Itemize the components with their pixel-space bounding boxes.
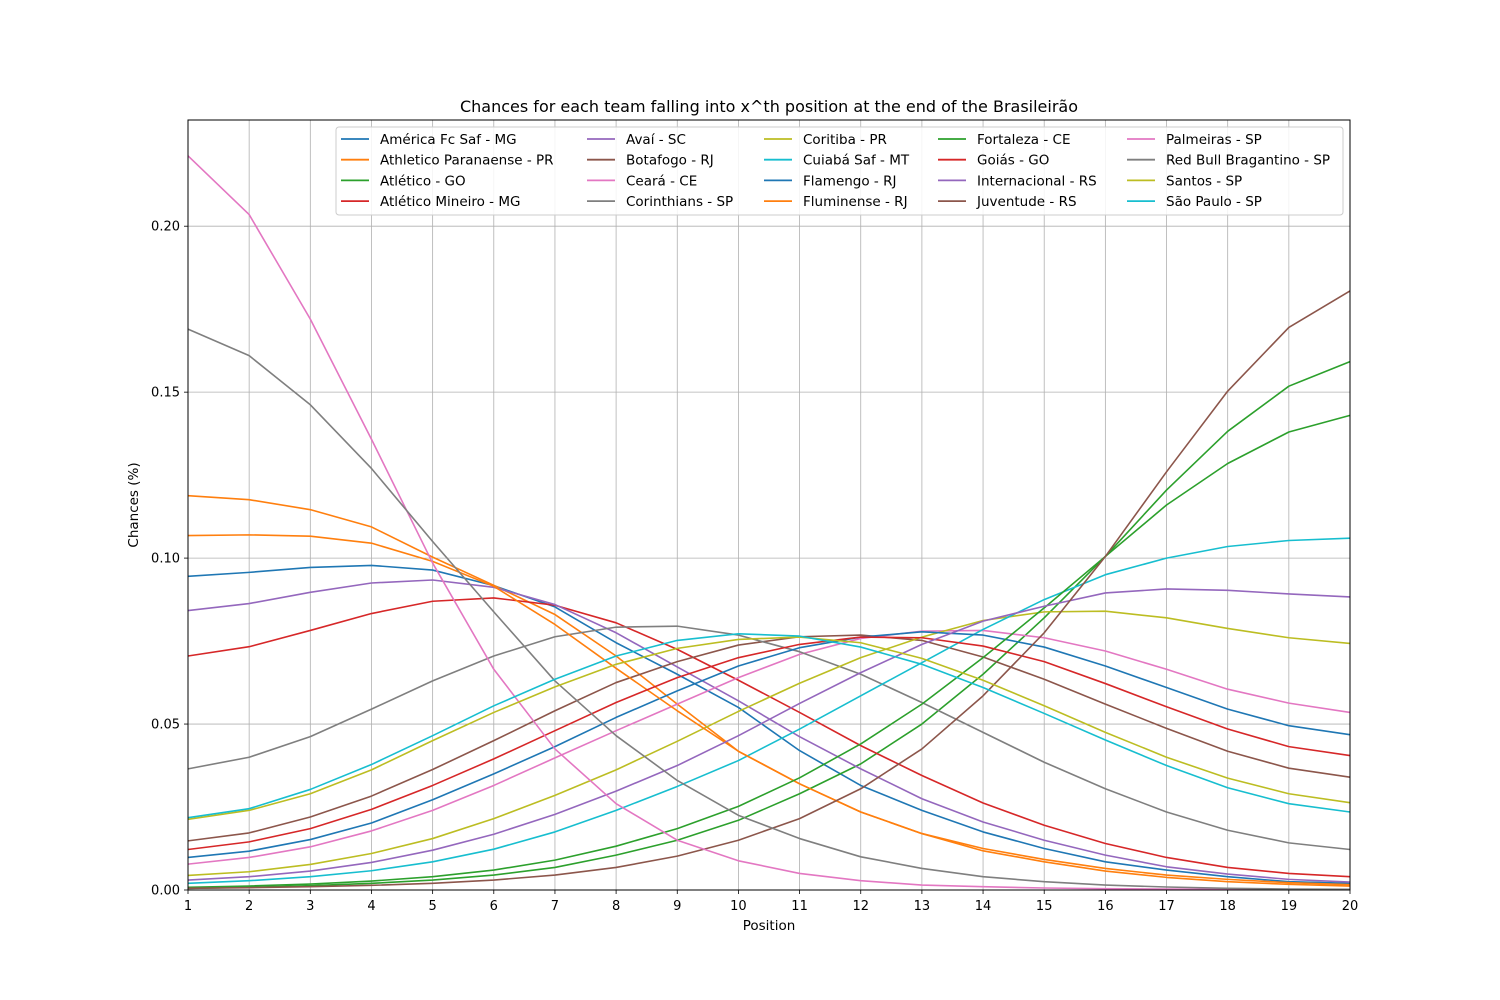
- series-line-10: [187, 537, 1351, 885]
- x-tick-label: 19: [1281, 899, 1298, 914]
- series-line-15: [187, 588, 1351, 881]
- legend-label: Corinthians - SP: [626, 194, 733, 210]
- legend-label: Atlético Mineiro - MG: [380, 194, 520, 210]
- x-tick-label: 4: [367, 899, 375, 914]
- series-line-1: [187, 564, 1351, 885]
- x-tick-label: 6: [490, 899, 498, 914]
- legend-label: Red Bull Bragantino - SP: [1166, 153, 1330, 169]
- x-tick-label: 13: [914, 899, 931, 914]
- legend-label: Atlético - GO: [380, 173, 466, 189]
- legend-label: Fortaleza - CE: [977, 132, 1071, 148]
- x-tick-label: 2: [245, 899, 253, 914]
- x-tick-label: 12: [852, 899, 869, 914]
- series-line-14: [187, 636, 1351, 851]
- series-line-12: [187, 534, 1351, 886]
- legend-label: Botafogo - RJ: [626, 153, 714, 169]
- x-tick-label: 18: [1219, 899, 1236, 914]
- x-tick-label: 15: [1036, 899, 1053, 914]
- y-axis: 0.00 0.05 0.10 0.15 0.20: [151, 220, 188, 899]
- x-tick-label: 16: [1097, 899, 1114, 914]
- x-tick-label: 3: [306, 899, 314, 914]
- chart-title: Chances for each team falling into x^th …: [460, 97, 1078, 116]
- series-line-19: [187, 636, 1351, 821]
- x-tick-label: 5: [428, 899, 436, 914]
- y-tick-label: 0.10: [151, 552, 180, 567]
- legend-label: Avaí - SC: [626, 132, 686, 148]
- y-tick-label: 0.00: [151, 884, 180, 899]
- series-line-9: [187, 610, 1351, 877]
- plot-frame: [187, 119, 1351, 891]
- series-line-18: [187, 328, 1351, 891]
- legend-label: Fluminense - RJ: [803, 194, 908, 210]
- x-tick-label: 1: [184, 899, 192, 914]
- legend-label: Internacional - RS: [977, 173, 1097, 189]
- series-line-16: [187, 290, 1351, 890]
- x-axis: 1 2 3 4 5 6 7 8 9 10 11 12 13 14 15 16 17 18 19 20: [184, 890, 1358, 914]
- series-line-6: [187, 634, 1351, 842]
- legend-label: Goiás - GO: [977, 153, 1049, 169]
- y-axis-label: Chances (%): [126, 462, 142, 547]
- x-axis-label: Position: [743, 918, 796, 934]
- x-tick-label: 11: [791, 899, 808, 914]
- legend-label: Santos - SP: [1166, 173, 1242, 189]
- legend-label: Cuiabá Saf - MT: [803, 153, 910, 169]
- series-layer: [187, 155, 1351, 891]
- series-line-4: [187, 597, 1351, 878]
- series-line-17: [187, 155, 1350, 891]
- series-line-13: [187, 360, 1351, 889]
- x-tick-label: 7: [551, 899, 559, 914]
- y-tick-label: 0.20: [151, 220, 180, 235]
- series-line-7: [187, 629, 1351, 865]
- legend-label: Ceará - CE: [626, 173, 697, 189]
- series-line-3: [187, 414, 1351, 890]
- x-tick-label: 9: [673, 899, 681, 914]
- legend-label: América Fc Saf - MG: [380, 132, 517, 148]
- series-line-8: [187, 625, 1351, 851]
- x-tick-label: 20: [1342, 899, 1359, 914]
- x-tick-label: 17: [1158, 899, 1175, 914]
- x-tick-label: 8: [612, 899, 620, 914]
- legend-label: Flamengo - RJ: [803, 173, 896, 189]
- y-tick-label: 0.05: [151, 718, 180, 733]
- grid: [187, 120, 1351, 891]
- legend-label: Palmeiras - SP: [1166, 132, 1262, 148]
- legend-box: [335, 126, 1344, 216]
- series-line-11: [187, 630, 1351, 859]
- x-tick-label: 10: [730, 899, 747, 914]
- x-tick-label: 14: [975, 899, 992, 914]
- y-tick-label: 0.15: [151, 386, 180, 401]
- legend-label: Coritiba - PR: [803, 132, 887, 148]
- legend: América Fc Saf - MG Athletico Paranaense …: [335, 126, 1344, 216]
- series-line-20: [187, 632, 1351, 819]
- legend-label: Juventude - RS: [976, 194, 1077, 210]
- legend-label: Athletico Paranaense - PR: [380, 153, 554, 169]
- legend-label: São Paulo - SP: [1166, 194, 1262, 210]
